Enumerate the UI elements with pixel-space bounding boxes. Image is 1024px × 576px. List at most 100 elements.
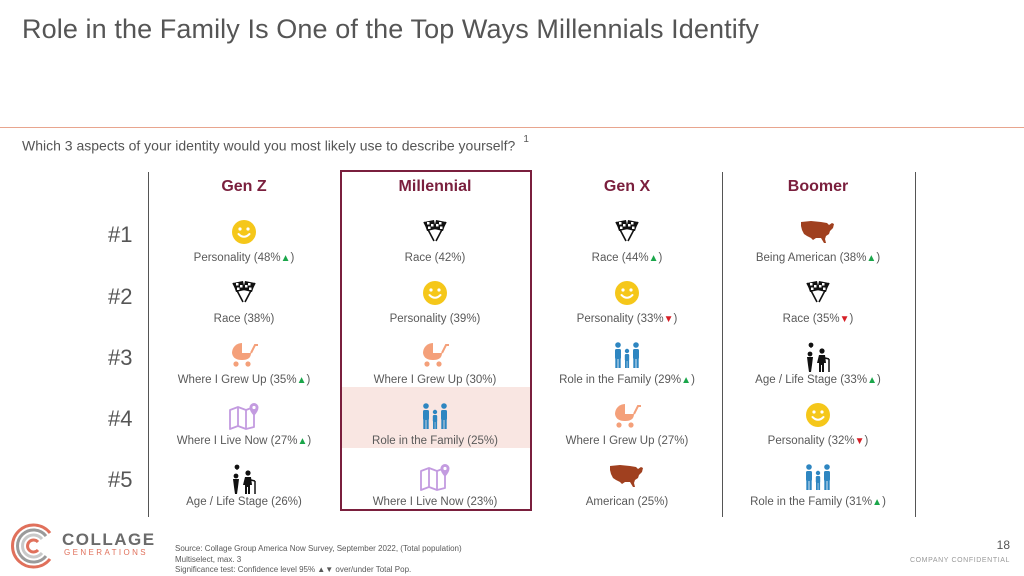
column-header-millennial: Millennial (398, 178, 472, 195)
significance-up-icon: ▲ (648, 253, 659, 264)
column-divider (148, 172, 149, 517)
identity-label-text: Role in the Family (31% (750, 496, 873, 508)
confidential-label: COMPANY CONFIDENTIAL (909, 557, 1010, 564)
logo-subtitle: GENERATIONS (64, 548, 149, 557)
identity-label-close: ) (307, 435, 312, 447)
survey-question: Which 3 aspects of your identity would y… (22, 134, 529, 154)
smiley-icon (149, 219, 339, 245)
identity-label-text: Where I Grew Up (27%) (565, 435, 689, 447)
identity-cell: Age / Life Stage (33%▲) (723, 341, 913, 386)
identity-label-text: Race (42%) (404, 252, 466, 264)
identity-label: Age / Life Stage (33%▲) (723, 374, 913, 386)
identity-label-text: Where I Live Now (27% (176, 435, 298, 447)
significance-up-icon: ▲ (296, 375, 307, 386)
identity-cell: Where I Live Now (27%▲) (149, 402, 339, 447)
column-header-boomer: Boomer (787, 178, 849, 195)
rank-label: #5 (108, 467, 133, 492)
identity-label-text: Personality (48% (193, 252, 281, 264)
smiley-icon (340, 280, 530, 306)
map-pin-icon (340, 463, 530, 491)
significance-down-icon: ▼ (839, 314, 850, 325)
identity-cell: American (25%) (532, 463, 722, 508)
usa-map-icon (723, 219, 913, 245)
significance-down-icon: ▼ (854, 436, 865, 447)
identity-label: Being American (38%▲) (723, 252, 913, 264)
identity-cell: Personality (39%) (340, 280, 530, 325)
identity-label: Where I Grew Up (27%) (532, 435, 722, 447)
collage-logo-icon (6, 519, 60, 576)
map-pin-icon (149, 402, 339, 430)
identity-label: Race (42%) (340, 252, 530, 264)
identity-cell: Role in the Family (25%) (340, 402, 530, 447)
identity-cell: Race (38%) (149, 280, 339, 325)
significance-up-icon: ▲ (297, 436, 308, 447)
significance-up-icon: ▲ (866, 253, 877, 264)
elderly-child-icon (723, 341, 913, 372)
logo-wordmark: COLLAGE (62, 530, 156, 549)
identity-label-text: Race (38%) (213, 313, 275, 325)
stroller-icon (149, 341, 339, 367)
identity-cell: Age / Life Stage (26%) (149, 463, 339, 508)
identity-label-close: ) (691, 374, 695, 386)
identity-label: Role in the Family (31%▲) (723, 496, 913, 508)
racing-flags-icon (340, 219, 530, 245)
racing-flags-icon (532, 219, 722, 245)
millennial-highlight-box (340, 170, 532, 511)
identity-label: Personality (32%▼) (723, 435, 913, 447)
identity-label-text: Race (35% (782, 313, 840, 325)
page-title: Role in the Family Is One of the Top Way… (22, 14, 760, 44)
identity-label-text: Where I Live Now (23%) (372, 496, 498, 508)
source-note: Source: Collage Group America Now Survey… (175, 544, 462, 576)
identity-label-text: Role in the Family (25%) (372, 435, 498, 447)
question-footnote: 1 (523, 134, 529, 145)
identity-label-close: ) (876, 252, 881, 264)
identity-cell: Where I Grew Up (35%▲) (149, 341, 339, 386)
identity-label-text: Personality (39%) (389, 313, 481, 325)
identity-label: Where I Grew Up (35%▲) (149, 374, 339, 386)
column-divider (915, 172, 916, 517)
identity-label-close: ) (658, 252, 663, 264)
identity-label-text: Where I Grew Up (30%) (373, 374, 497, 386)
significance-up-icon: ▲ (681, 375, 692, 386)
question-text: Which 3 aspects of your identity would y… (22, 137, 516, 154)
significance-up-icon: ▲ (867, 375, 877, 386)
stroller-icon (340, 341, 530, 367)
identity-label: Race (35%▼) (723, 313, 913, 325)
identity-label: Personality (48%▲) (149, 252, 339, 264)
significance-up-icon: ▲ (280, 253, 291, 264)
rank-label: #4 (108, 406, 133, 431)
racing-flags-icon (723, 280, 913, 306)
column-header-gen-z: Gen Z (221, 178, 267, 195)
identity-label-text: Personality (33% (576, 313, 664, 325)
identity-label-text: Race (44% (591, 252, 649, 264)
identity-label-text: Age / Life Stage (26%) (186, 496, 302, 508)
column-header-gen-x: Gen X (603, 178, 651, 195)
identity-label-close: ) (306, 374, 311, 386)
smiley-icon (723, 402, 913, 428)
identity-label: Where I Grew Up (30%) (340, 374, 530, 386)
source-line: Source: Collage Group America Now Survey… (175, 544, 462, 553)
identity-label-text: Where I Grew Up (35% (177, 374, 297, 386)
identity-label: Where I Live Now (23%) (340, 496, 530, 508)
rank-label: #3 (108, 345, 133, 370)
identity-cell: Personality (33%▼) (532, 280, 722, 325)
identity-cell: Role in the Family (31%▲) (723, 463, 913, 508)
column-divider (722, 172, 723, 517)
identity-label-close: ) (673, 313, 678, 325)
identity-cell: Personality (32%▼) (723, 402, 913, 447)
identity-cell: Role in the Family (29%▲) (532, 341, 722, 386)
identity-cell: Where I Live Now (23%) (340, 463, 530, 508)
family-icon (532, 341, 722, 368)
source-line: Significance test: Confidence level 95% … (175, 565, 412, 574)
identity-cell: Where I Grew Up (27%) (532, 402, 722, 447)
identity-label: Role in the Family (25%) (340, 435, 530, 447)
identity-label: Where I Live Now (27%▲) (149, 435, 339, 447)
identity-label: American (25%) (532, 496, 722, 508)
identity-label-text: Personality (32% (767, 435, 855, 447)
identity-label-close: ) (849, 313, 854, 325)
identity-cell: Race (42%) (340, 219, 530, 264)
identity-label-text: Being American (38% (755, 252, 867, 264)
identity-label: Personality (33%▼) (532, 313, 722, 325)
rank-label: #2 (108, 284, 133, 309)
identity-label-close: ) (290, 252, 295, 264)
